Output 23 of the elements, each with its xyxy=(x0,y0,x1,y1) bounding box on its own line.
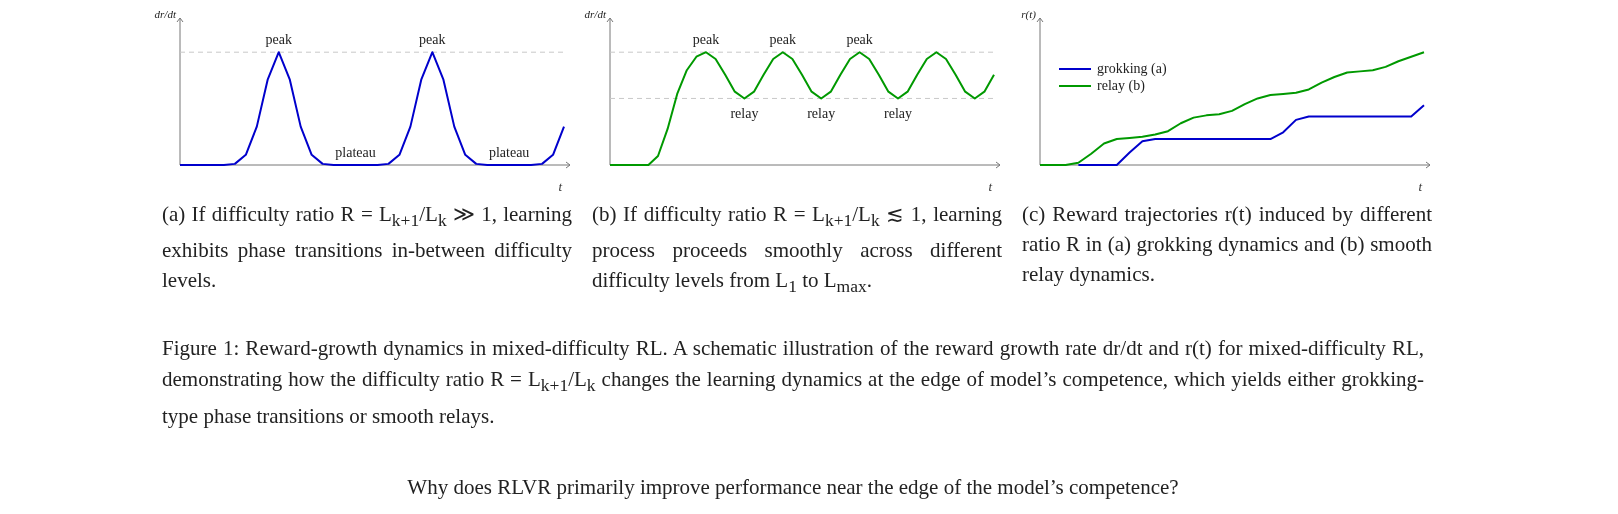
annotation: peak xyxy=(769,32,797,48)
annotation: peak xyxy=(692,32,720,48)
legend-label: relay (b) xyxy=(1097,77,1145,94)
text: Why does RLVR primarily improve performance near the edge of the model’s competence? xyxy=(406,474,1180,502)
y-axis-title: dr/dt xyxy=(584,8,606,20)
y-axis-title: r(t) xyxy=(1021,8,1036,20)
text: (a) If difficulty ratio R = L$_{k+1}$/L$_{k}$ ≫ 1, learning exhibits phase transitions in-between difficulty levels. xyxy=(162,201,572,295)
annotation: relay xyxy=(730,106,759,122)
annotation: peak xyxy=(846,32,873,48)
annotation: plateau xyxy=(488,145,530,160)
annotation: relay xyxy=(807,106,836,122)
chart-title: (b) If difficulty ratio R = L$_{k+1}$/L$_{k}$ ≲ 1, learning process proceeds smoothly across different difficulty levels from L$_{1}$ to L$_{max}$. xyxy=(592,202,1002,297)
x-axis-title: t xyxy=(1418,179,1423,194)
text: (c) Reward trajectories r(t) induced by different ratio R in (a) grokking dynamics and (b) smooth relay dynamics. xyxy=(1022,201,1432,288)
y-axis-title: dr/dt xyxy=(154,8,176,20)
x-axis-title: t xyxy=(988,179,993,194)
annotation: peak xyxy=(419,32,446,48)
legend-label: grokking (a) xyxy=(1097,60,1167,77)
text: Figure 1: Reward-growth dynamics in mixed-difficulty RL. A schematic illustration of the reward growth rate dr/dt and r(t) for mixed-difficulty RL, demonstrating how the difficulty ratio R = L$_{k+1}$/L$_{k}$ changes the learning dynamics at the edge of model’s competence, which yields either grokking-type phase transitions or smooth relays. xyxy=(162,336,1424,429)
annotation: relay xyxy=(884,106,912,122)
annotation: plateau xyxy=(335,145,376,160)
x-axis-title: t xyxy=(558,179,563,194)
annotation: peak xyxy=(265,32,292,48)
